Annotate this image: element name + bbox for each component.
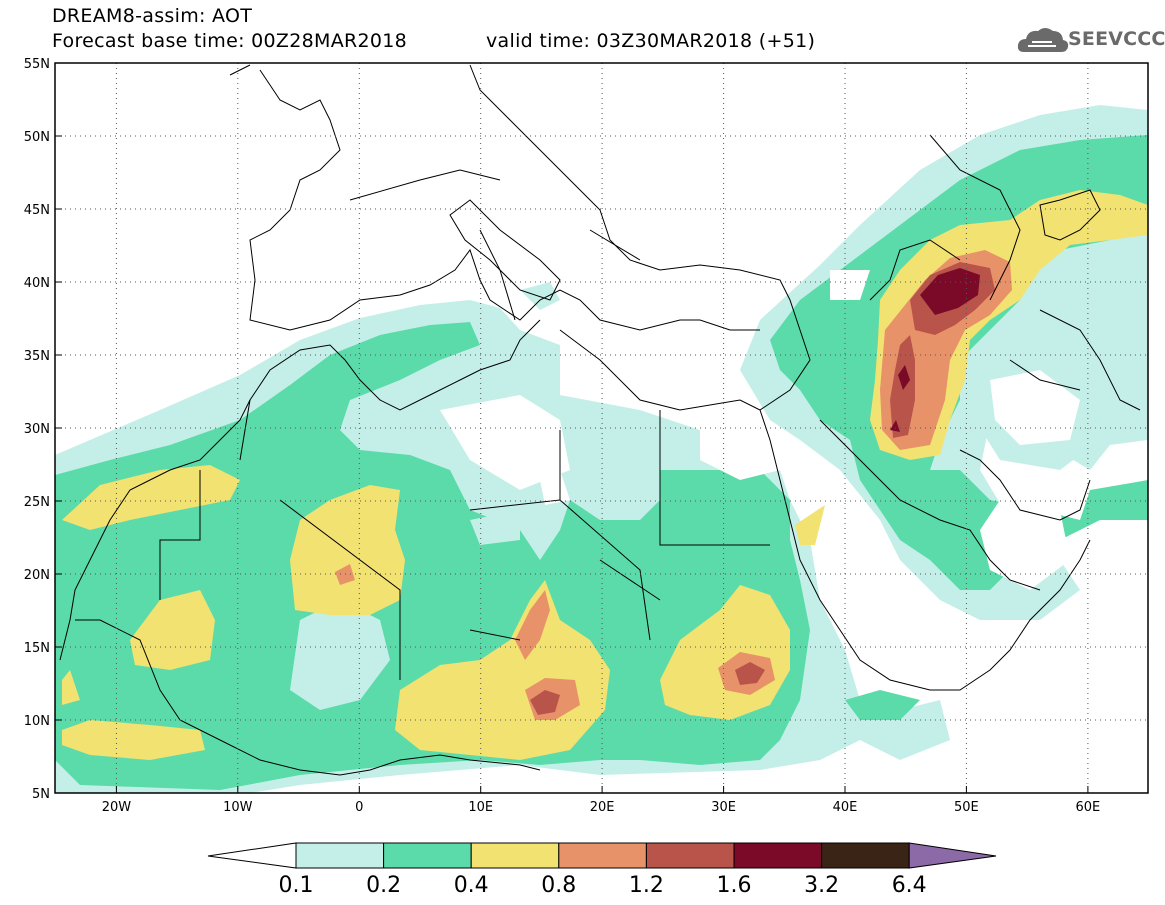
y-tick-labels: 55N 50N 45N 40N 35N 30N 25N 20N 15N 10N … bbox=[24, 57, 50, 802]
colorbar-label: 0.1 bbox=[279, 873, 314, 898]
colorbar-label: 1.6 bbox=[717, 873, 752, 898]
aot-shading bbox=[55, 105, 1148, 793]
y-tick-label: 25N bbox=[24, 495, 50, 510]
coastlines bbox=[59, 64, 1141, 776]
colorbar-swatch bbox=[645, 842, 735, 869]
x-tick-label: 10E bbox=[468, 800, 493, 815]
x-tick-label: 60E bbox=[1076, 800, 1101, 815]
x-tick-label: 20W bbox=[102, 800, 132, 815]
colorbar-swatch bbox=[470, 842, 560, 869]
y-tick-label: 5N bbox=[32, 787, 50, 802]
colorbar-swatch bbox=[821, 842, 910, 869]
forecast-base-time: Forecast base time: 00Z28MAR2018 bbox=[52, 30, 408, 52]
y-tick-label: 35N bbox=[24, 349, 50, 364]
cloud-icon bbox=[1017, 28, 1069, 52]
colorbar-label: 6.4 bbox=[892, 873, 927, 898]
x-tick-label: 30E bbox=[711, 800, 736, 815]
colorbar-under-triangle bbox=[207, 842, 297, 869]
logo-text: SEEVCCC bbox=[1068, 28, 1165, 50]
colorbar-swatch bbox=[558, 842, 647, 869]
colorbar-swatch bbox=[733, 842, 823, 869]
x-tick-label: 20E bbox=[590, 800, 615, 815]
colorbar-swatch bbox=[295, 842, 385, 869]
y-tick-label: 20N bbox=[24, 568, 50, 583]
x-tick-label: 0 bbox=[355, 800, 363, 815]
y-tick-label: 45N bbox=[24, 203, 50, 218]
colorbar-label: 0.4 bbox=[454, 873, 489, 898]
y-tick-label: 50N bbox=[24, 130, 50, 145]
grid bbox=[55, 63, 1148, 793]
x-tick-label: 10W bbox=[223, 800, 253, 815]
x-tick-label: 40E bbox=[833, 800, 858, 815]
colorbar-label: 0.8 bbox=[541, 873, 576, 898]
colorbar-labels: 0.1 0.2 0.4 0.8 1.2 1.6 3.2 6.4 bbox=[279, 873, 927, 898]
valid-time: valid time: 03Z30MAR2018 (+51) bbox=[486, 30, 816, 52]
map-title: DREAM8-assim: AOT bbox=[52, 5, 253, 27]
y-tick-label: 15N bbox=[24, 641, 50, 656]
colorbar-over-triangle bbox=[908, 842, 997, 869]
colorbar-swatch bbox=[383, 842, 472, 869]
colorbar-label: 3.2 bbox=[804, 873, 839, 898]
colorbar-label: 0.2 bbox=[366, 873, 401, 898]
colorbar bbox=[207, 842, 997, 869]
y-tick-label: 30N bbox=[24, 422, 50, 437]
y-tick-label: 55N bbox=[24, 57, 50, 72]
x-tick-labels: 20W 10W 0 10E 20E 30E 40E 50E 60E bbox=[102, 800, 1101, 815]
axis-ticks bbox=[55, 135, 1089, 793]
y-tick-label: 10N bbox=[24, 714, 50, 729]
x-tick-label: 50E bbox=[954, 800, 979, 815]
y-tick-label: 40N bbox=[24, 276, 50, 291]
colorbar-label: 1.2 bbox=[629, 873, 664, 898]
